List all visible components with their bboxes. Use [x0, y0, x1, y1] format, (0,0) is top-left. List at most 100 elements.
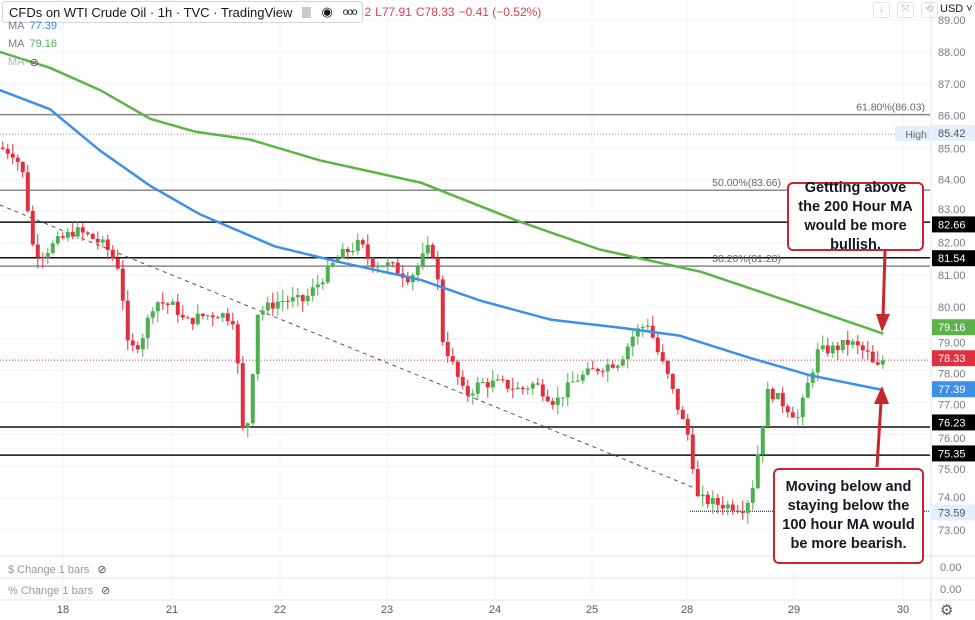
candle-body: [345, 248, 350, 253]
candle-body: [230, 321, 235, 325]
more-icon[interactable]: ooo: [342, 6, 358, 18]
candle-body: [490, 380, 495, 388]
price-tick-label: 85.00: [938, 144, 966, 156]
ohlc-partial: 2: [364, 5, 372, 19]
candle-body: [530, 383, 535, 389]
candle-body: [315, 284, 320, 288]
arrow-down-icon[interactable]: ↓: [873, 2, 890, 18]
price-label-bg: [932, 445, 975, 462]
candle-body: [630, 336, 635, 347]
candle-body: [265, 302, 270, 311]
price-label-bg: [932, 350, 975, 367]
candle-body: [160, 302, 165, 304]
time-tick-label: 28: [681, 604, 693, 616]
candle-body: [520, 387, 525, 390]
candle-body: [610, 364, 615, 368]
eye-off-icon[interactable]: ⊘: [97, 564, 107, 576]
price-tick-label: 87.00: [938, 79, 966, 91]
eye-off-icon[interactable]: ⊘: [101, 585, 111, 597]
candle-body: [515, 387, 520, 390]
reset-scale-icon[interactable]: ⟲: [921, 2, 938, 18]
candle-body: [655, 337, 660, 353]
collapse-icon[interactable]: ⤧: [897, 2, 914, 18]
dollar-change-pane-legend[interactable]: $ Change 1 bars ⊘: [8, 563, 107, 577]
candle-body: [750, 488, 755, 503]
eye-off-icon[interactable]: ⊘: [29, 57, 39, 69]
candle-body: [640, 326, 645, 329]
candle-body: [105, 239, 110, 250]
candle-body: [390, 262, 395, 264]
ma100-line: [0, 88, 884, 392]
candle-body: [805, 382, 810, 398]
price-axis-label: 85.42: [938, 128, 966, 140]
candle-body: [665, 361, 670, 374]
price-axis-label: 79.16: [938, 322, 966, 334]
candle-body: [615, 365, 620, 368]
ma100-legend[interactable]: MA 77.39: [8, 20, 57, 32]
candle-body: [440, 279, 445, 343]
candle-body: [495, 379, 500, 381]
candle-body: [645, 325, 650, 327]
candle-body: [330, 262, 335, 266]
candle-body: [55, 236, 60, 244]
eye-icon[interactable]: ◉: [321, 4, 333, 19]
candle-body: [780, 392, 785, 407]
candle-body: [145, 317, 150, 339]
percent-change-pane-legend[interactable]: % Change 1 bars ⊘: [8, 584, 111, 598]
arrow-up-line: [875, 401, 883, 468]
price-tick-label: 80.00: [938, 302, 966, 314]
candle-body: [270, 302, 275, 309]
candle-body: [450, 356, 455, 362]
candle-body: [420, 253, 425, 266]
candle-body: [455, 361, 460, 377]
pane-axis-value: 0.00: [940, 562, 962, 574]
price-tick-label: 89.00: [938, 15, 966, 27]
currency-selector[interactable]: USD ˅: [940, 3, 973, 15]
candle-body: [555, 397, 560, 405]
candle-body: [730, 504, 735, 511]
price-label-bg: [932, 216, 975, 233]
price-label-bg: [932, 504, 975, 521]
candle-body: [710, 497, 715, 505]
time-tick-label: 21: [166, 604, 178, 616]
level-label: High: [905, 129, 927, 141]
level-label: 61.80%(86.03): [856, 102, 925, 114]
candle-body: [540, 384, 545, 397]
candle-body: [190, 317, 195, 325]
candle-body: [85, 232, 90, 235]
price-tick-label: 74.00: [938, 492, 966, 504]
candle-body: [740, 511, 745, 513]
ma-hidden-legend[interactable]: MA ⊘: [8, 56, 39, 69]
candle-body: [460, 376, 465, 386]
candle-body: [790, 412, 795, 418]
candle-body: [755, 454, 760, 489]
candle-body: [325, 265, 330, 283]
candle-body: [405, 277, 410, 283]
candle-body: [695, 469, 700, 497]
flag-icon[interactable]: [302, 6, 312, 18]
settings-gear-icon[interactable]: ⚙: [940, 602, 954, 619]
candle-body: [340, 248, 345, 259]
candle-body: [560, 397, 565, 399]
candle-body: [170, 301, 175, 305]
ma-value: 77.39: [29, 20, 58, 32]
price-label-bg: [932, 414, 975, 431]
candle-body: [810, 372, 815, 383]
candle-body: [155, 302, 160, 312]
price-tick-label: 83.00: [938, 204, 966, 216]
candle-body: [635, 328, 640, 337]
ma200-legend[interactable]: MA 79.16: [8, 38, 57, 50]
callout-bearish: Moving below and staying below the 100 h…: [773, 468, 924, 564]
symbol-title-box[interactable]: CFDs on WTI Crude Oil · 1h · TVC · Tradi…: [2, 1, 364, 23]
candle-body: [65, 232, 70, 238]
price-tick-label: 75.00: [938, 464, 966, 476]
price-axis-label: 77.39: [938, 384, 966, 396]
candle-body: [360, 240, 365, 245]
price-tick-label: 77.00: [938, 400, 966, 412]
candle-body: [830, 345, 835, 354]
candle-body: [385, 262, 390, 267]
candle-body: [5, 148, 10, 154]
candle-body: [465, 385, 470, 396]
price-tick-label: 81.00: [938, 270, 966, 282]
